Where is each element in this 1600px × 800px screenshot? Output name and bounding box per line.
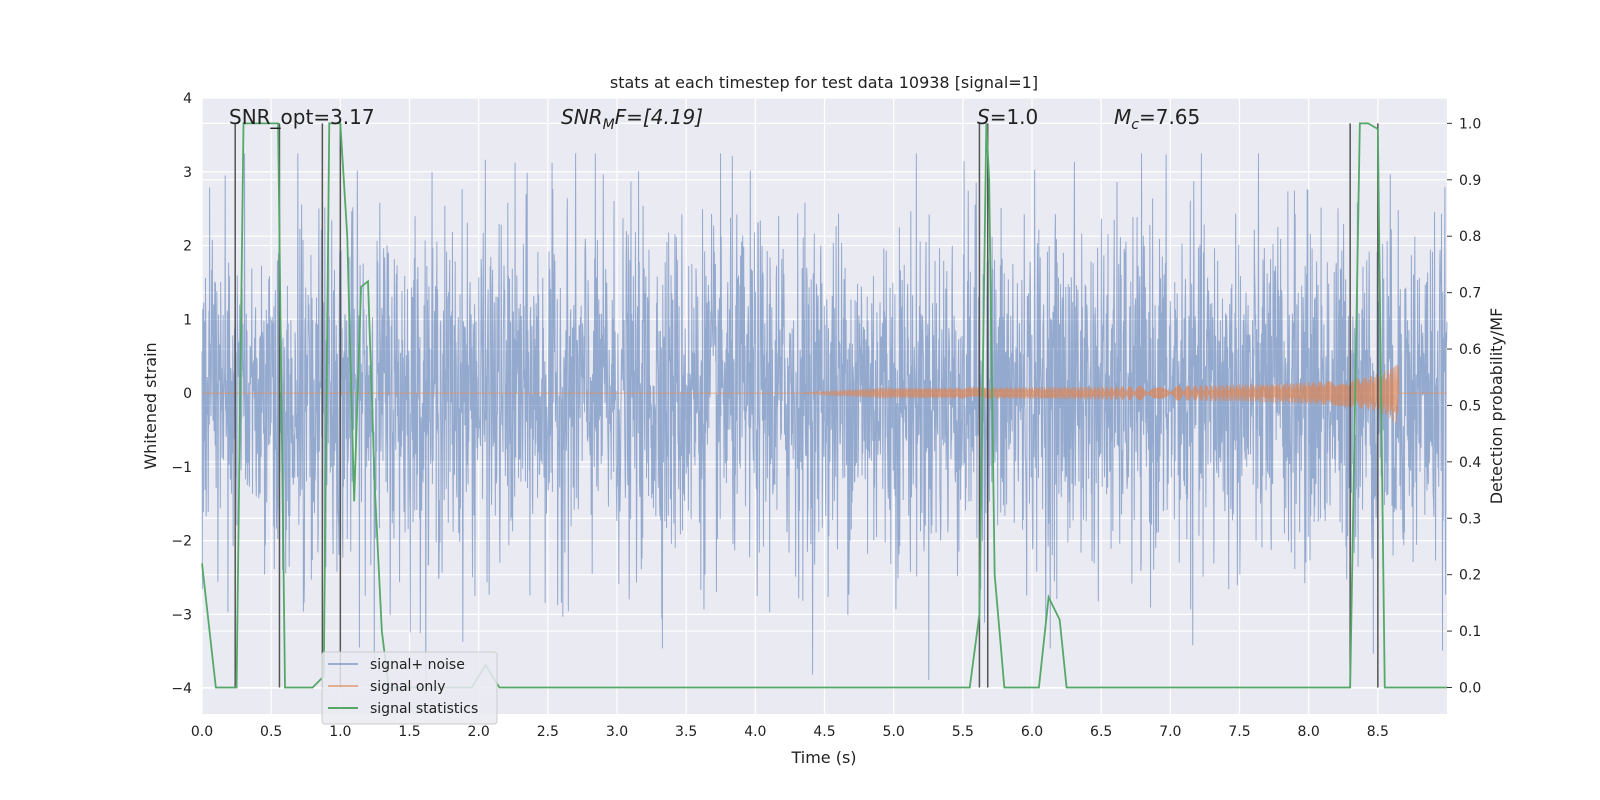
signal-only-line (202, 364, 1447, 425)
y2-tick-label: 0.4 (1459, 455, 1481, 471)
annotation-s-label: S (977, 105, 990, 129)
x-tick-label: 0.5 (260, 724, 282, 740)
y2-axis-ticks: 0.0 0.1 0.2 0.3 0.4 0.5 0.6 0.7 0.8 0.9 1.0 (1447, 116, 1481, 696)
y-axis-label: Whitened strain (141, 342, 160, 469)
annotation-mc-value: =7.65 (1139, 105, 1200, 129)
series-signal-noise (201, 153, 1448, 689)
annotation-s: S=1.0 (977, 105, 1038, 129)
y-tick-label: 3 (183, 165, 192, 181)
x-tick-label: 1.5 (398, 724, 420, 740)
x-tick-label: 4.0 (744, 724, 766, 740)
y-tick-label: −3 (171, 607, 192, 623)
x-tick-label: 0.0 (191, 724, 213, 740)
y2-tick-label: 0.5 (1459, 398, 1481, 414)
x-tick-label: 5.0 (883, 724, 905, 740)
y-tick-label: −4 (171, 681, 192, 697)
x-tick-label: 2.0 (468, 724, 490, 740)
chart-title: stats at each timestep for test data 109… (610, 73, 1038, 92)
x-tick-label: 2.5 (537, 724, 559, 740)
annotation-s-value: =1.0 (990, 105, 1039, 129)
x-tick-label: 4.5 (813, 724, 835, 740)
annotation-mc-label: M (1114, 105, 1131, 129)
y-tick-label: −2 (171, 534, 192, 550)
annotation-snr-opt: SNR_opt=3.17 (229, 105, 375, 129)
x-axis-label: Time (s) (790, 748, 856, 767)
y2-tick-label: 1.0 (1459, 116, 1481, 132)
y-tick-label: −1 (171, 460, 192, 476)
y-tick-label: 0 (183, 386, 192, 402)
y2-axis-label: Detection probability/MF (1487, 308, 1506, 505)
y2-tick-label: 0.8 (1459, 229, 1481, 245)
x-tick-label: 3.0 (606, 724, 628, 740)
x-tick-label: 3.5 (675, 724, 697, 740)
x-axis-ticks: 0.0 0.5 1.0 1.5 2.0 2.5 3.0 3.5 4.0 4.5 5.0 5.5 6.0 6… (191, 724, 1389, 740)
signal-noise-line (201, 153, 1448, 689)
legend-label-signal-noise: signal+ noise (370, 657, 465, 673)
x-tick-label: 6.0 (1021, 724, 1043, 740)
x-tick-label: 8.5 (1367, 724, 1389, 740)
annotation-snr-mf-prefix: SNR (561, 105, 603, 129)
y2-tick-label: 0.0 (1459, 680, 1481, 696)
x-tick-label: 5.5 (952, 724, 974, 740)
y2-tick-label: 0.1 (1459, 624, 1481, 640)
annotation-snr-mf: SNRMF=[4.19] (561, 105, 703, 133)
annotation-snr-mf-suffix: F=[4.19] (615, 105, 703, 129)
y2-tick-label: 0.2 (1459, 568, 1481, 584)
y2-tick-label: 0.7 (1459, 286, 1481, 302)
y-tick-label: 4 (183, 91, 192, 107)
x-tick-label: 8.0 (1298, 724, 1320, 740)
x-tick-label: 6.5 (1090, 724, 1112, 740)
annotation-snr-mf-sub: M (603, 117, 615, 133)
series-signal-only (202, 364, 1447, 425)
x-tick-label: 7.5 (1228, 724, 1250, 740)
legend: signal+ noise signal only signal statist… (321, 651, 498, 725)
annotation-mc-sub: c (1131, 117, 1139, 133)
legend-box (321, 651, 498, 725)
annotation-mc: Mc=7.65 (1114, 105, 1200, 133)
x-tick-label: 1.0 (329, 724, 351, 740)
y2-tick-label: 0.6 (1459, 342, 1481, 358)
y-tick-label: 1 (183, 312, 192, 328)
legend-label-signal-only: signal only (370, 679, 445, 695)
event-markers (234, 123, 1379, 688)
y-axis-ticks: −4 −3 −2 −1 0 1 2 3 4 (171, 91, 192, 697)
y2-tick-label: 0.9 (1459, 173, 1481, 189)
y-tick-label: 2 (183, 239, 192, 255)
legend-label-signal-statistics: signal statistics (370, 701, 478, 717)
x-tick-label: 7.0 (1159, 724, 1181, 740)
y2-tick-label: 0.3 (1459, 511, 1481, 527)
